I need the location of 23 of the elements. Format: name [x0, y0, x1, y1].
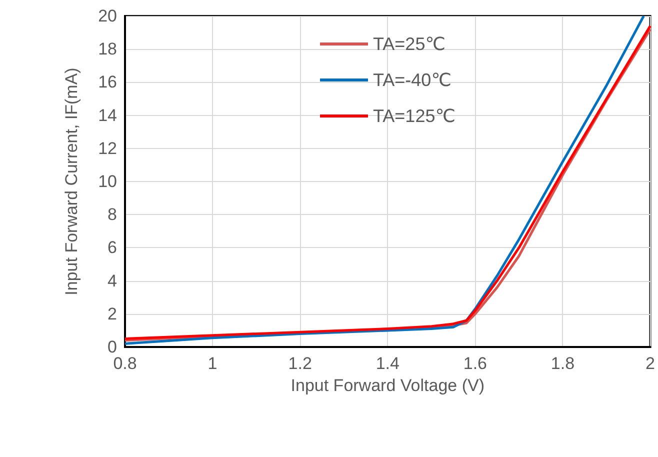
y-tick-label: 14	[98, 106, 117, 125]
y-tick-label: 0	[108, 338, 117, 356]
x-tick-label: 1.4	[376, 354, 400, 373]
y-tick-label: 12	[98, 138, 117, 158]
x-axis-title: Input Forward Voltage (V)	[290, 376, 484, 395]
y-axis-title: Input Forward Current, IF(mA)	[62, 68, 81, 296]
legend-label: TA=-40℃	[373, 70, 452, 90]
x-tick-label: 1.8	[550, 354, 575, 373]
y-tick-label: 2	[108, 304, 117, 324]
legend-label: TA=25℃	[373, 34, 446, 54]
y-tick-label: 4	[108, 271, 117, 290]
x-tick-label: 1	[208, 354, 218, 373]
y-tick-label: 10	[98, 172, 117, 191]
y-tick-label: 16	[98, 72, 117, 92]
legend-label: TA=125℃	[373, 106, 456, 126]
y-tick-label: 18	[98, 40, 117, 59]
x-tick-label: 0.8	[113, 354, 137, 373]
x-tick-label: 2	[646, 354, 656, 373]
x-tick-label: 1.6	[463, 354, 487, 373]
x-tick-label: 1.2	[288, 354, 312, 373]
y-tick-label: 20	[98, 6, 117, 26]
y-tick-label: 6	[108, 238, 117, 258]
y-tick-label: 8	[108, 205, 117, 224]
